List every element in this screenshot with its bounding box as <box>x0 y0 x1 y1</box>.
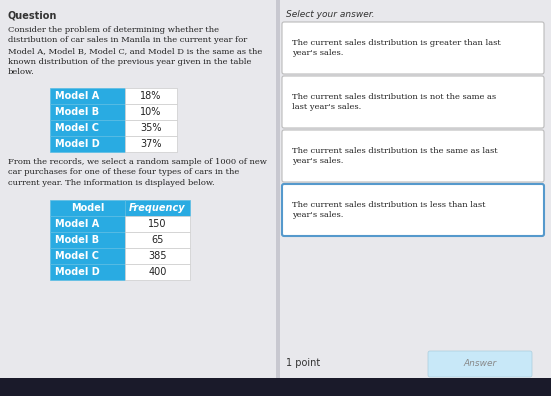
Bar <box>50 200 125 216</box>
Bar <box>0 0 278 396</box>
Bar <box>278 0 551 396</box>
Text: Model B: Model B <box>55 107 99 117</box>
Text: Model: Model <box>71 203 104 213</box>
Bar <box>125 136 177 152</box>
Text: Select your answer.: Select your answer. <box>286 10 375 19</box>
Text: distribution of car sales in Manila in the current year for: distribution of car sales in Manila in t… <box>8 36 247 44</box>
Text: The current sales distribution is greater than last
year's sales.: The current sales distribution is greate… <box>292 39 501 57</box>
Bar <box>125 232 190 248</box>
FancyBboxPatch shape <box>282 184 544 236</box>
Bar <box>125 264 190 280</box>
FancyBboxPatch shape <box>282 130 544 182</box>
Text: The current sales distribution is less than last
year's sales.: The current sales distribution is less t… <box>292 202 485 219</box>
FancyBboxPatch shape <box>282 76 544 128</box>
Text: Question: Question <box>8 10 57 20</box>
Text: Model C: Model C <box>55 251 99 261</box>
Text: Answer: Answer <box>463 360 496 369</box>
Bar <box>0 378 551 396</box>
Text: The current sales distribution is the same as last
year's sales.: The current sales distribution is the sa… <box>292 147 498 165</box>
Text: 10%: 10% <box>141 107 161 117</box>
Text: Model D: Model D <box>55 139 100 149</box>
Bar <box>125 200 190 216</box>
Text: 400: 400 <box>148 267 167 277</box>
Bar <box>50 120 125 136</box>
Bar <box>50 264 125 280</box>
Text: Model B: Model B <box>55 235 99 245</box>
Text: Consider the problem of determining whether the: Consider the problem of determining whet… <box>8 26 219 34</box>
Text: From the records, we select a random sample of 1000 of new: From the records, we select a random sam… <box>8 158 267 166</box>
Text: 65: 65 <box>152 235 164 245</box>
Bar <box>50 88 125 104</box>
Text: Model A, Model B, Model C, and Model D is the same as the: Model A, Model B, Model C, and Model D i… <box>8 47 262 55</box>
Text: The current sales distribution is not the same as
last year's sales.: The current sales distribution is not th… <box>292 93 496 110</box>
Text: 385: 385 <box>148 251 167 261</box>
Bar <box>50 136 125 152</box>
Bar <box>125 216 190 232</box>
Text: Model A: Model A <box>55 91 99 101</box>
Text: Frequency: Frequency <box>129 203 186 213</box>
Bar <box>125 120 177 136</box>
Text: 35%: 35% <box>141 123 162 133</box>
Bar <box>125 248 190 264</box>
Text: below.: below. <box>8 68 35 76</box>
Bar <box>50 248 125 264</box>
Bar <box>50 104 125 120</box>
Bar <box>50 216 125 232</box>
Text: current year. The information is displayed below.: current year. The information is display… <box>8 179 215 187</box>
Text: 18%: 18% <box>141 91 161 101</box>
Bar <box>50 232 125 248</box>
Text: car purchases for one of these four types of cars in the: car purchases for one of these four type… <box>8 169 239 177</box>
Text: Model D: Model D <box>55 267 100 277</box>
Text: Model A: Model A <box>55 219 99 229</box>
Bar <box>125 88 177 104</box>
Bar <box>276 0 280 396</box>
Text: known distribution of the previous year given in the table: known distribution of the previous year … <box>8 57 251 65</box>
Bar <box>125 104 177 120</box>
Text: 150: 150 <box>148 219 167 229</box>
Text: Model C: Model C <box>55 123 99 133</box>
Text: 1 point: 1 point <box>286 358 320 368</box>
Text: 37%: 37% <box>141 139 162 149</box>
FancyBboxPatch shape <box>282 22 544 74</box>
FancyBboxPatch shape <box>428 351 532 377</box>
